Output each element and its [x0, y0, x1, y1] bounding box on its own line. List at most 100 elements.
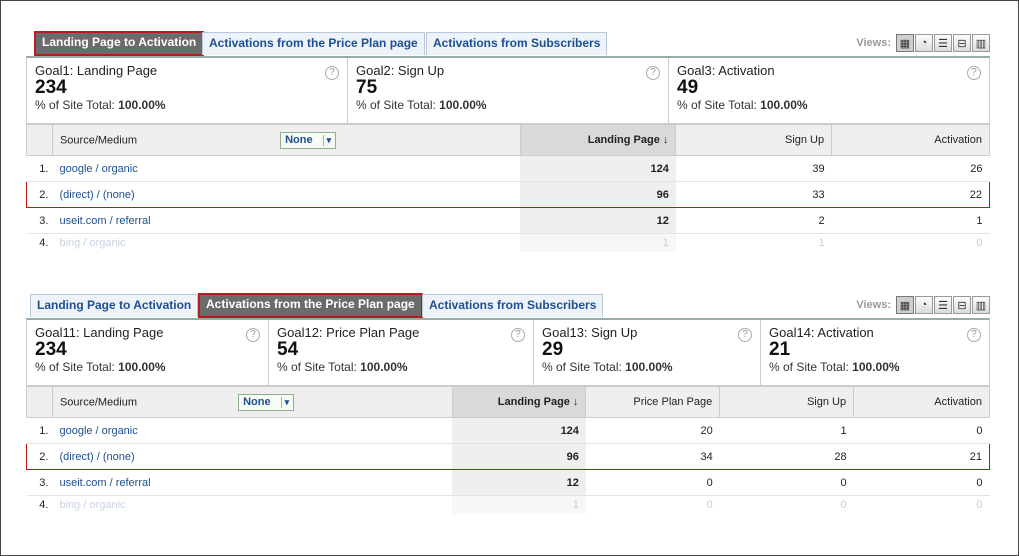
secondary-dimension-select[interactable]: None ▾ — [280, 131, 337, 149]
cell-value: 33 — [675, 181, 832, 208]
column-header-activation[interactable]: Activation — [853, 386, 990, 418]
source-link[interactable]: (direct) / (none) — [52, 181, 521, 208]
goal-summary: Goal3: Activation 49 % of Site Total: 10… — [669, 58, 989, 123]
help-icon[interactable]: ? — [738, 328, 752, 342]
goal-pct: 100.00% — [439, 98, 487, 112]
row-number: 1. — [26, 155, 53, 182]
report-tabs: Landing Page to Activation Activations f… — [26, 292, 990, 318]
goal-summary: Goal13: Sign Up 29 % of Site Total: 100.… — [534, 320, 761, 385]
table-row-highlighted: 2. (direct) / (none) 96 33 22 — [26, 181, 990, 208]
table-row: 3. useit.com / referral 12 0 0 0 — [26, 469, 990, 496]
cell-value: 28 — [719, 443, 854, 470]
goal-scorecard: Goal11: Landing Page 234 % of Site Total… — [26, 318, 990, 386]
goal-name: Goal13: Sign Up — [542, 325, 638, 340]
comparison-view-icon[interactable]: ⊟ — [953, 34, 971, 52]
goal-name: Goal1: Landing Page — [35, 63, 158, 78]
goal-pct: 100.00% — [118, 360, 166, 374]
source-link[interactable]: (direct) / (none) — [52, 443, 453, 470]
tab-activations-subscribers[interactable]: Activations from Subscribers — [422, 294, 604, 317]
pie-view-icon[interactable]: ◔ — [915, 296, 933, 314]
sort-down-arrow-icon: ↓ — [662, 134, 669, 146]
source-link[interactable]: google / organic — [52, 417, 453, 444]
source-link[interactable]: google / organic — [52, 155, 521, 182]
goal-name: Goal11: Landing Page — [35, 325, 164, 340]
column-header-price-plan-page[interactable]: Price Plan Page — [585, 386, 721, 418]
row-number: 2. — [26, 181, 53, 208]
column-label: Landing Page — [587, 134, 660, 146]
cell-value: 0 — [976, 236, 983, 249]
help-icon[interactable]: ? — [511, 328, 525, 342]
goal-pct: 100.00% — [760, 98, 808, 112]
table-row-highlighted: 2. (direct) / (none) 96 34 28 21 — [26, 443, 990, 470]
row-number: 2. — [26, 443, 53, 470]
goal-name: Goal12: Price Plan Page — [277, 325, 420, 340]
goal-summary: Goal11: Landing Page 234 % of Site Total… — [27, 320, 269, 385]
help-icon[interactable]: ? — [325, 66, 339, 80]
source-medium-label: Source/Medium — [59, 396, 138, 408]
cell-value: 1 — [818, 236, 825, 249]
goal-data-table: Source/Medium None ▾ Landing Page ↓ Sign U… — [26, 124, 990, 252]
secondary-dimension-value: None — [285, 134, 313, 146]
table-view-icon[interactable]: ▦ — [896, 296, 914, 314]
pie-view-icon[interactable]: ◔ — [915, 34, 933, 52]
row-number: 3. — [26, 207, 53, 234]
help-icon[interactable]: ? — [967, 66, 981, 80]
goal-pct-label: % of Site Total: — [277, 360, 357, 374]
source-medium-label: Source/Medium — [59, 134, 138, 146]
cell-value: 22 — [831, 181, 990, 208]
cell-value: 96 — [520, 181, 676, 208]
pivot-view-icon[interactable]: ▥ — [972, 296, 990, 314]
source-link[interactable]: bing / organic — [59, 498, 126, 511]
goal-value: 21 — [769, 339, 791, 360]
tab-activations-subscribers[interactable]: Activations from Subscribers — [426, 32, 608, 55]
goal-pct-label: % of Site Total: — [35, 98, 115, 112]
column-header-activation[interactable]: Activation — [831, 124, 990, 156]
goal-pct-label: % of Site Total: — [35, 360, 115, 374]
goal-summary: Goal12: Price Plan Page 54 % of Site Tot… — [269, 320, 534, 385]
cell-value: 0 — [853, 469, 990, 496]
bar-view-icon[interactable]: ☰ — [934, 34, 952, 52]
cell-value: 21 — [853, 443, 990, 470]
goal-pct: 100.00% — [852, 360, 900, 374]
bar-view-icon[interactable]: ☰ — [934, 296, 952, 314]
cell-value: 12 — [452, 469, 586, 496]
cell-value: 124 — [520, 155, 676, 182]
chevron-down-icon: ▾ — [322, 134, 331, 146]
help-icon[interactable]: ? — [646, 66, 660, 80]
tab-landing-page-to-activation[interactable]: Landing Page to Activation — [30, 294, 199, 317]
goal-pct-label: % of Site Total: — [542, 360, 622, 374]
column-header-sign-up[interactable]: Sign Up — [675, 124, 833, 156]
goal-summary: Goal1: Landing Page 234 % of Site Total:… — [27, 58, 348, 123]
source-link[interactable]: useit.com / referral — [52, 207, 521, 234]
column-header-landing-page[interactable]: Landing Page ↓ — [451, 386, 587, 418]
column-header-sign-up[interactable]: Sign Up — [719, 386, 855, 418]
help-icon[interactable]: ? — [967, 328, 981, 342]
source-link[interactable]: bing / organic — [59, 236, 126, 249]
source-medium-header[interactable]: Source/Medium None ▾ — [51, 386, 453, 418]
source-link[interactable]: useit.com / referral — [52, 469, 453, 496]
comparison-view-icon[interactable]: ⊟ — [953, 296, 971, 314]
row-number: 4. — [39, 236, 49, 249]
views-switcher: Views: ▦ ◔ ☰ ⊟ ▥ — [856, 33, 990, 53]
secondary-dimension-select[interactable]: None ▾ — [238, 393, 295, 411]
column-header-landing-page[interactable]: Landing Page ↓ — [519, 124, 677, 156]
goal-summary: Goal2: Sign Up 75 % of Site Total: 100.0… — [348, 58, 669, 123]
goal-pct-label: % of Site Total: — [769, 360, 849, 374]
table-row-faded: 4. bing / organic 1 0 0 0 — [27, 495, 990, 514]
goal-scorecard: Goal1: Landing Page 234 % of Site Total:… — [26, 56, 990, 124]
goal-value: 75 — [356, 77, 378, 98]
goal-data-table: Source/Medium None ▾ Landing Page ↓ Price … — [26, 386, 990, 514]
goal-name: Goal14: Activation — [769, 325, 874, 340]
tab-activations-price-plan[interactable]: Activations from the Price Plan page — [202, 32, 425, 55]
help-icon[interactable]: ? — [246, 328, 260, 342]
secondary-dimension-value: None — [243, 396, 271, 408]
table-view-icon[interactable]: ▦ — [896, 34, 914, 52]
tab-activations-price-plan[interactable]: Activations from the Price Plan page — [198, 293, 423, 318]
goal-value: 234 — [35, 77, 67, 98]
pivot-view-icon[interactable]: ▥ — [972, 34, 990, 52]
tab-landing-page-to-activation[interactable]: Landing Page to Activation — [34, 31, 205, 56]
views-label: Views: — [856, 37, 891, 49]
source-medium-header[interactable]: Source/Medium None ▾ — [51, 124, 521, 156]
cell-value: 1 — [452, 495, 586, 514]
cell-value: 0 — [853, 417, 990, 444]
